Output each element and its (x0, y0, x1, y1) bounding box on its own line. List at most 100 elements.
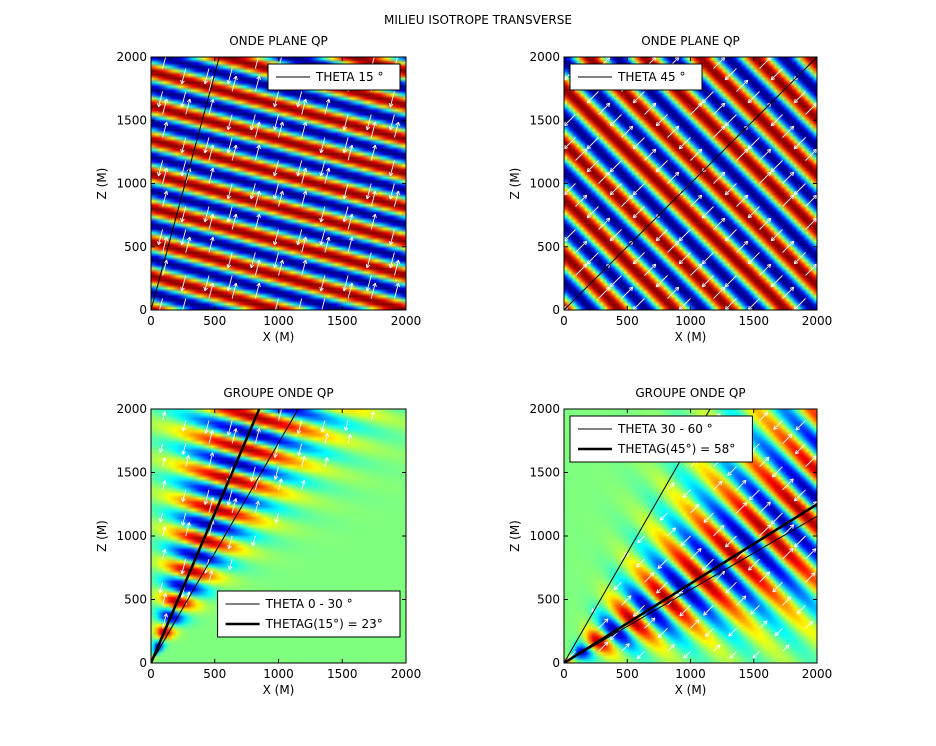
quiver-arrowhead (632, 144, 638, 150)
quiver-arrow (162, 98, 168, 115)
quiver-arrow (231, 144, 237, 161)
quiver-arrow (770, 114, 783, 127)
quiver-arrowhead (256, 121, 261, 127)
quiver-arrow (598, 641, 609, 652)
quiver-arrowhead (793, 259, 799, 265)
quiver-arrowhead (233, 213, 238, 219)
x-tick-label: 0 (147, 667, 155, 681)
quiver-arrowhead (325, 236, 331, 242)
quiver-arrow (759, 501, 771, 514)
quiver-arrow (273, 252, 279, 269)
quiver-arrow (609, 275, 622, 288)
quiver-arrow (678, 137, 691, 150)
quiver-arrowhead (605, 171, 611, 177)
quiver-arrowhead (365, 286, 371, 292)
quiver-arrow (324, 98, 330, 115)
quiver-arrow (678, 229, 691, 242)
quiver-arrow (204, 275, 210, 292)
quiver-arrowhead (278, 478, 283, 483)
quiver-arrow (227, 137, 233, 154)
quiver-arrow (162, 259, 168, 276)
quiver-arrowhead (272, 263, 278, 269)
quiver-arrow (598, 217, 611, 230)
quiver-arrow (725, 535, 737, 548)
quiver-arrow (297, 298, 303, 315)
quiver-arrowhead (720, 217, 726, 223)
quiver-arrow (254, 190, 260, 207)
quiver-arrowhead (272, 309, 278, 315)
quiver-arrowhead (701, 98, 707, 104)
quiver-arrow (667, 644, 675, 652)
y-tick-label: 2000 (529, 50, 560, 64)
quiver-arrow (181, 229, 187, 246)
quiver-arrowhead (766, 217, 772, 223)
quiver-arrow (563, 183, 576, 196)
quiver-arrowhead (297, 451, 302, 456)
quiver-arrow (208, 236, 214, 253)
quiver-arrowhead (226, 194, 232, 200)
x-axis-label: X (M) (675, 683, 707, 697)
quiver-arrowhead (770, 236, 776, 242)
quiver-arrowhead (785, 644, 790, 649)
quiver-arrow (231, 213, 237, 230)
quiver-arrowhead (628, 286, 634, 292)
quiver-arrowhead (609, 167, 615, 173)
quiver-arrowhead (226, 148, 232, 154)
y-axis-label: Z (M) (508, 168, 522, 200)
quiver-arrowhead (766, 501, 771, 506)
quiver-arrow (254, 213, 260, 230)
quiver-arrow (690, 263, 703, 276)
chart-title: ONDE PLANE QP (641, 34, 740, 48)
quiver-arrow (297, 160, 303, 177)
quiver-arrow (690, 102, 703, 115)
quiver-arrowhead (704, 632, 710, 637)
quiver-arrow (181, 275, 187, 292)
quiver-arrow (713, 286, 726, 299)
quiver-arrowhead (747, 259, 753, 265)
chart-panel-top-left: 0 500 1000 1500 2000 0 500 1000 1500 2000 ONDE PLA… (95, 34, 421, 344)
chart-panel-bottom-left: 0 500 1000 1500 2000 0 500 1000 1500 2000 GROUPE O… (95, 386, 421, 697)
ray-line-58 (564, 502, 817, 663)
quiver-arrow (713, 525, 725, 537)
quiver-arrow (759, 171, 772, 184)
quiver-arrowhead (789, 286, 795, 292)
quiver-arrowhead (208, 570, 214, 575)
quiver-arrowhead (256, 213, 261, 219)
quiver-arrowhead (659, 516, 665, 521)
quiver-arrow (793, 183, 806, 196)
quiver-arrowhead (720, 525, 725, 530)
quiver-arrowhead (678, 236, 684, 242)
quiver-arrowhead (203, 148, 208, 154)
quiver-arrowhead (724, 121, 730, 127)
quiver-arrowhead (796, 609, 802, 614)
quiver-arrow (724, 229, 737, 242)
quiver-arrow (713, 644, 721, 652)
quiver-arrowhead (296, 429, 302, 435)
quiver-arrowhead (256, 428, 261, 433)
x-tick-label: 500 (616, 667, 639, 681)
quiver-arrowhead (656, 589, 661, 594)
chart-title: GROUPE ONDE QP (635, 386, 745, 400)
x-tick-label: 1000 (263, 667, 294, 681)
quiver-arrowhead (232, 498, 238, 503)
quiver-arrow (748, 489, 760, 501)
quiver-arrowhead (582, 148, 588, 154)
quiver-arrowhead (742, 502, 748, 507)
quiver-arrowhead (632, 98, 638, 104)
chart-panel-top-right: 0 500 1000 1500 2000 0 500 1000 1500 2000 ONDE PLA… (508, 34, 832, 344)
quiver-arrowhead (180, 148, 185, 154)
quiver-arrow (782, 596, 792, 606)
quiver-arrowhead (301, 480, 306, 485)
quiver-arrowhead (637, 538, 642, 544)
quiver-arrow (703, 604, 714, 616)
quiver-arrow (301, 190, 307, 207)
quiver-arrowhead (720, 171, 726, 177)
quiver-arrow (181, 137, 187, 154)
quiver-arrow (298, 443, 303, 456)
quiver-arrow (759, 412, 768, 421)
quiver-arrowhead (794, 449, 800, 455)
quiver-arrowhead (255, 500, 260, 506)
quiver-arrow (389, 114, 395, 131)
chart-title: GROUPE ONDE QP (223, 386, 333, 400)
quiver-arrow (736, 148, 749, 161)
